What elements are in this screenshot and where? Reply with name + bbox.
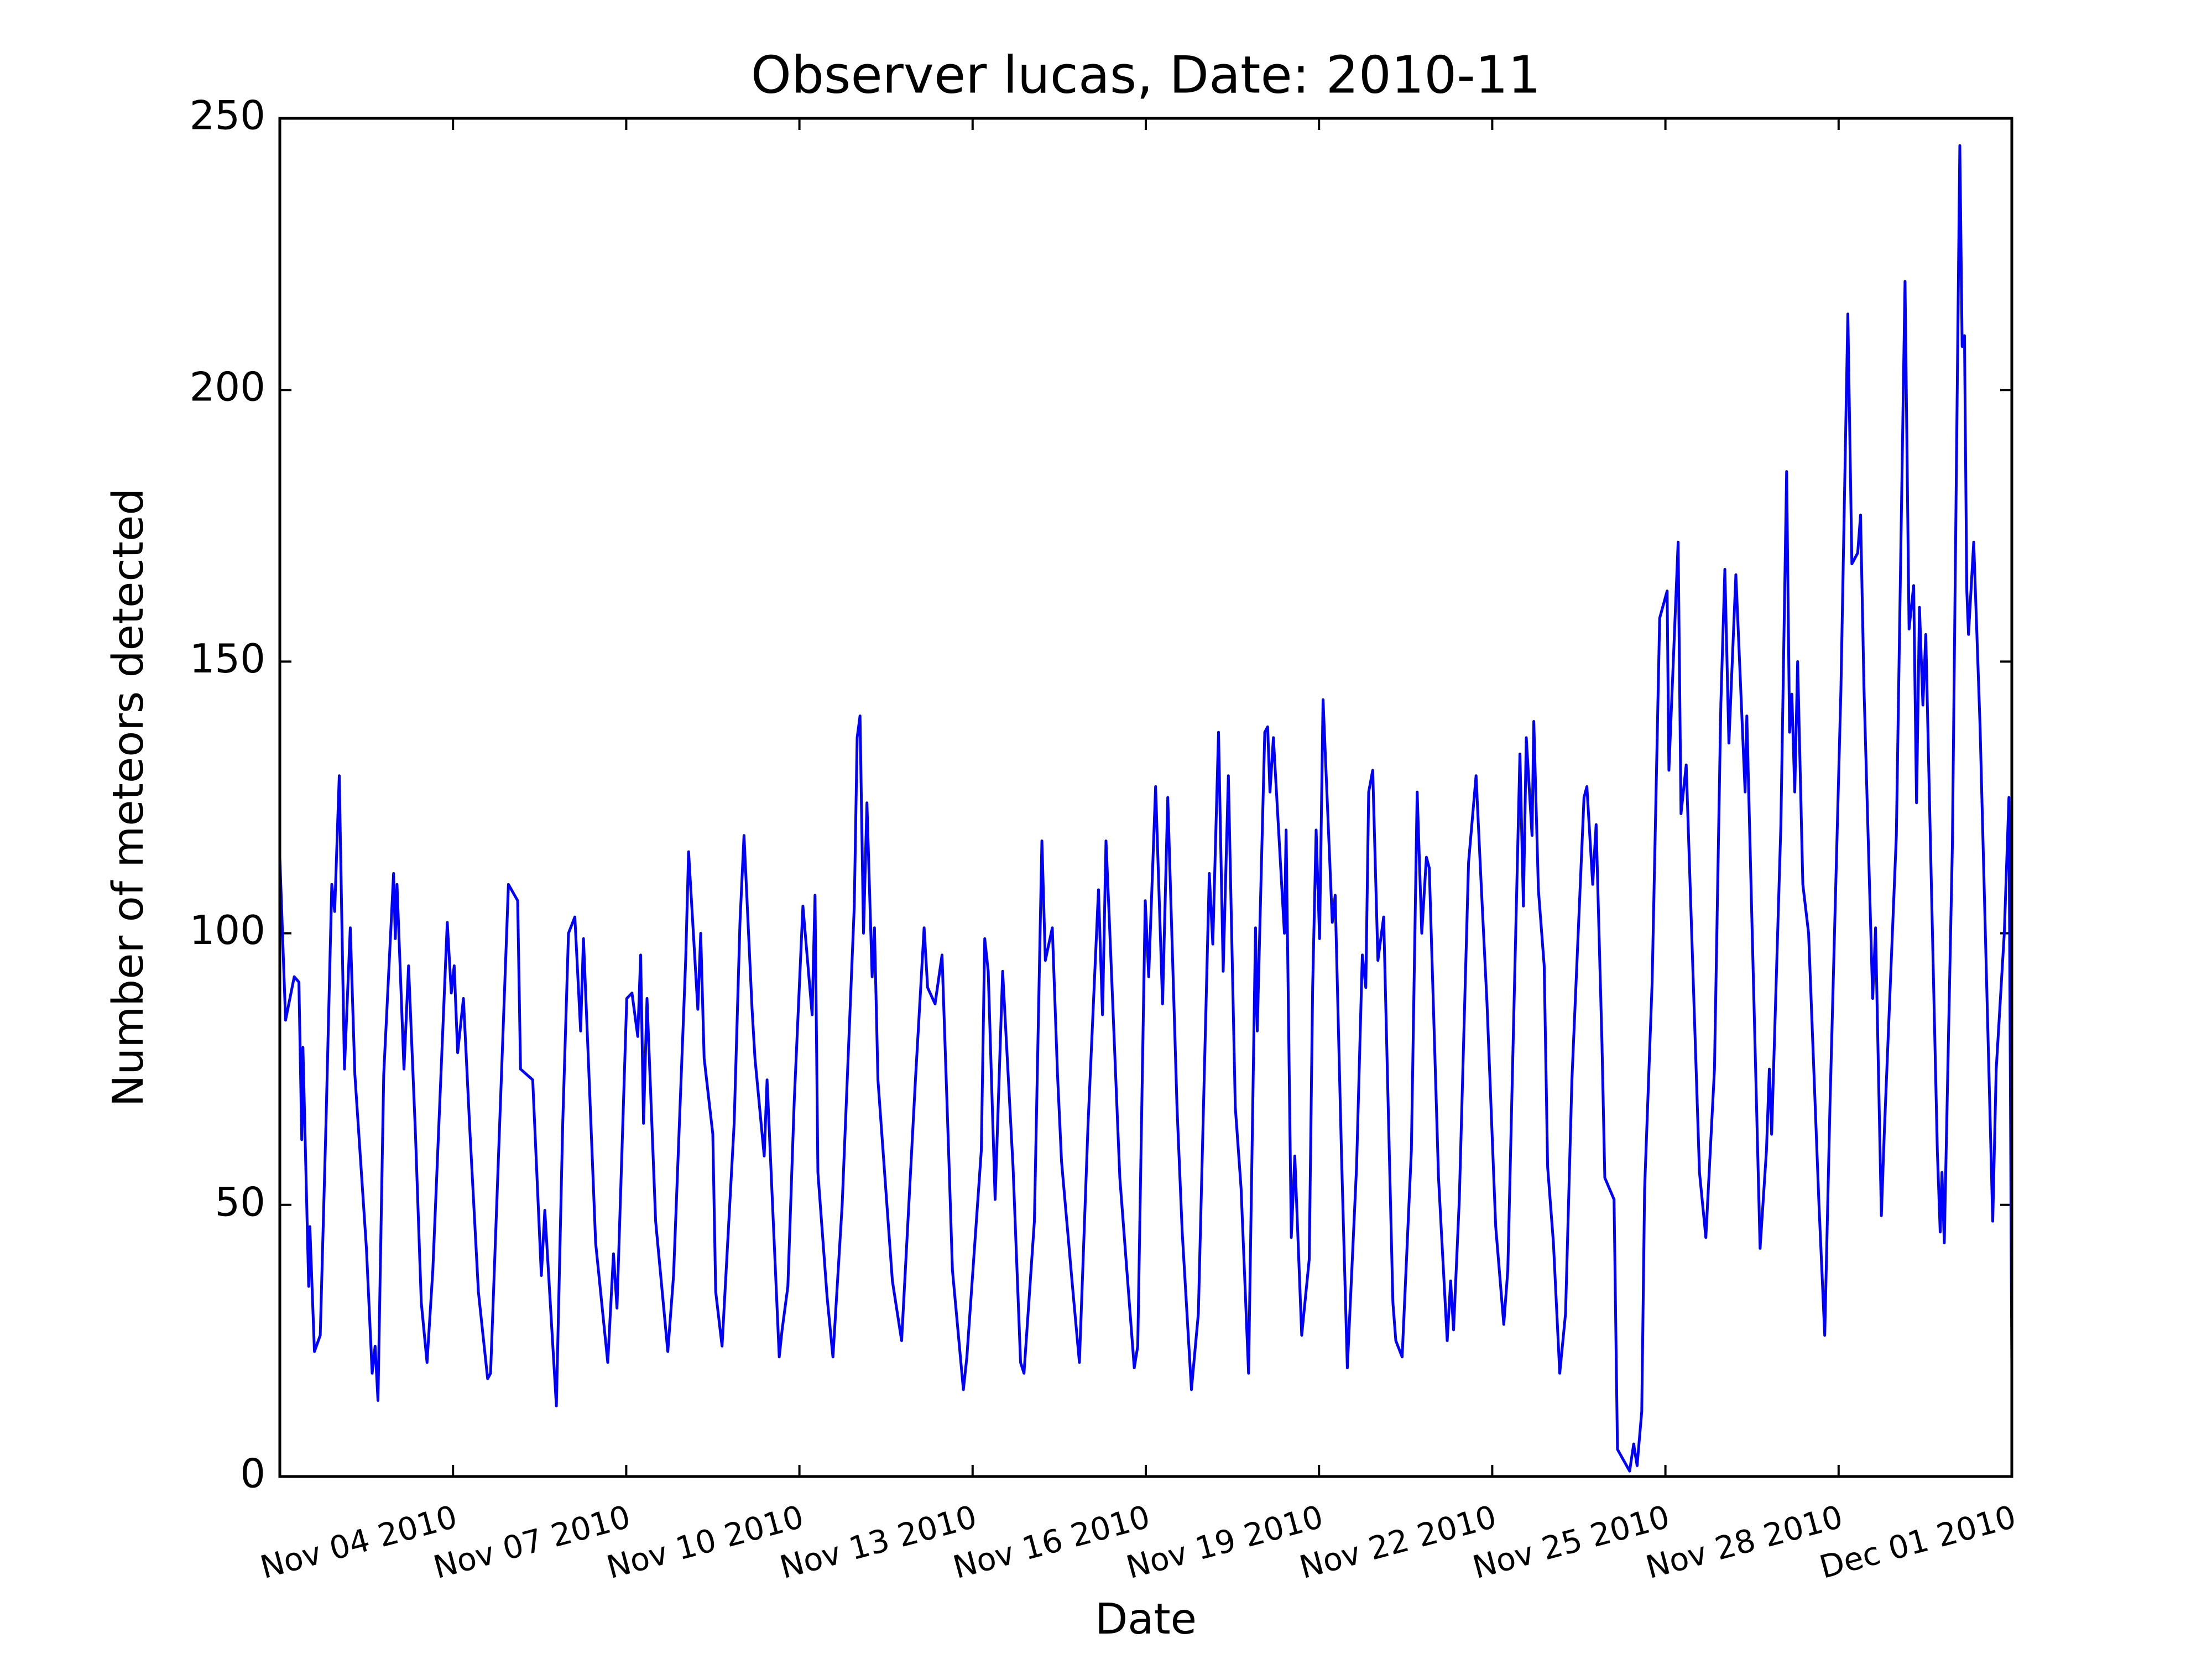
y-tick-label: 250 <box>190 92 265 139</box>
plot-frame <box>278 117 2013 1478</box>
y-tick-label: 200 <box>190 364 265 410</box>
y-tick-label: 150 <box>190 635 265 682</box>
x-axis-label: Date <box>1095 1595 1197 1644</box>
y-tick-label: 0 <box>240 1451 265 1497</box>
y-tick-label: 50 <box>215 1178 265 1225</box>
data-line <box>278 144 2013 1473</box>
chart-title: Observer lucas, Date: 2010-11 <box>751 45 1541 105</box>
y-tick-label: 100 <box>190 907 265 953</box>
y-axis-label: Number of meteors detected <box>104 488 153 1107</box>
